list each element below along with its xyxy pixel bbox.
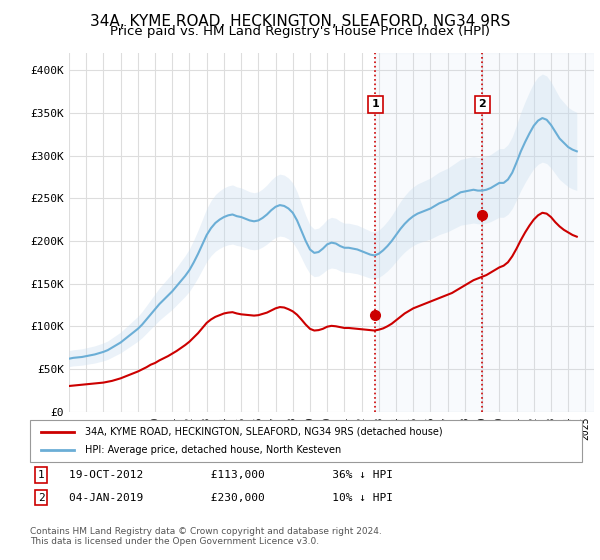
Text: 2: 2 bbox=[38, 493, 44, 502]
Bar bbox=[376, 53, 482, 412]
Text: 1: 1 bbox=[371, 100, 379, 109]
Text: 2: 2 bbox=[479, 100, 487, 109]
Text: 1: 1 bbox=[38, 470, 44, 480]
Text: 19-OCT-2012          £113,000          36% ↓ HPI: 19-OCT-2012 £113,000 36% ↓ HPI bbox=[68, 470, 392, 480]
Text: 34A, KYME ROAD, HECKINGTON, SLEAFORD, NG34 9RS: 34A, KYME ROAD, HECKINGTON, SLEAFORD, NG… bbox=[90, 14, 510, 29]
Text: Contains HM Land Registry data © Crown copyright and database right 2024.
This d: Contains HM Land Registry data © Crown c… bbox=[30, 526, 382, 546]
Text: Price paid vs. HM Land Registry's House Price Index (HPI): Price paid vs. HM Land Registry's House … bbox=[110, 25, 490, 38]
Text: 04-JAN-2019          £230,000          10% ↓ HPI: 04-JAN-2019 £230,000 10% ↓ HPI bbox=[68, 493, 392, 502]
Bar bbox=[482, 53, 594, 412]
Text: 34A, KYME ROAD, HECKINGTON, SLEAFORD, NG34 9RS (detached house): 34A, KYME ROAD, HECKINGTON, SLEAFORD, NG… bbox=[85, 427, 443, 437]
Text: HPI: Average price, detached house, North Kesteven: HPI: Average price, detached house, Nort… bbox=[85, 445, 341, 455]
FancyBboxPatch shape bbox=[30, 420, 582, 462]
